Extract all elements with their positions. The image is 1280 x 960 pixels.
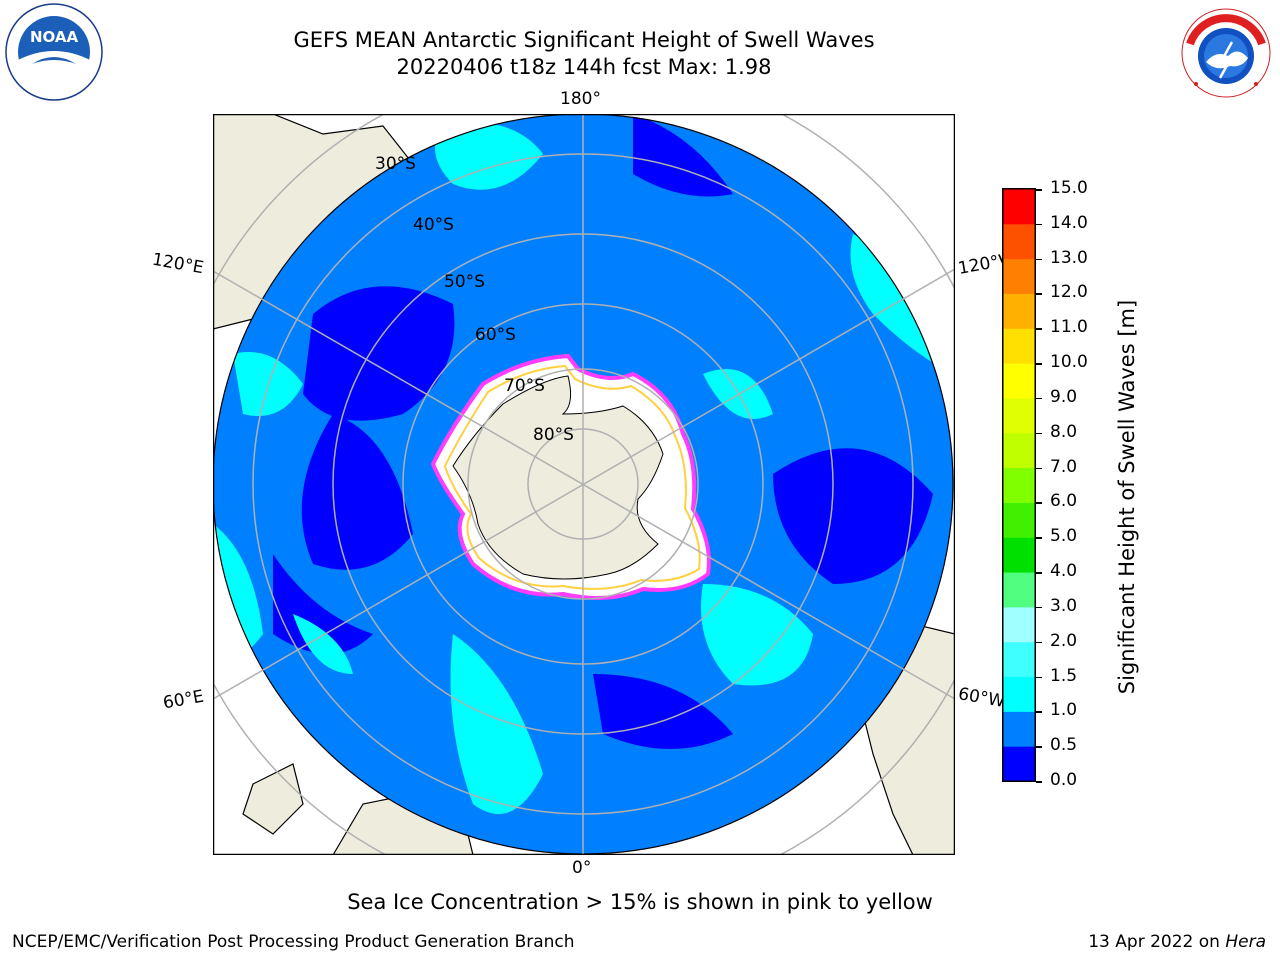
colorbar-tick-label: 11.0	[1050, 317, 1088, 338]
colorbar-segment	[1003, 572, 1035, 608]
lon-label-120e: 120°E	[150, 249, 206, 279]
lat-label-80s: 80°S	[533, 425, 574, 445]
colorbar-tick	[1036, 293, 1042, 295]
colorbar-tick-label: 10.0	[1050, 352, 1088, 373]
colorbar-tick	[1036, 606, 1042, 609]
colorbar-tick-label: 13.0	[1050, 247, 1088, 268]
colorbar-tick-label: 0.5	[1050, 735, 1078, 756]
colorbar-segment	[1003, 293, 1035, 329]
colorbar-tick	[1036, 363, 1042, 365]
colorbar-tick-label: 6.0	[1050, 491, 1078, 512]
colorbar-tick	[1036, 502, 1042, 504]
svg-text:NOAA: NOAA	[30, 28, 79, 46]
colorbar-tick	[1036, 223, 1042, 226]
colorbar-segment	[1003, 258, 1035, 294]
colorbar-tick-label: 5.0	[1050, 526, 1078, 547]
footer-date: 13 Apr 2022 on Hera	[1088, 932, 1266, 952]
footer-host: Hera	[1225, 932, 1266, 952]
colorbar-tick	[1036, 189, 1042, 191]
lat-labels: 30°S 40°S 50°S 60°S 70°S 80°S	[375, 154, 574, 445]
colorbar-segment	[1003, 363, 1035, 399]
footer-date-text: 13 Apr 2022 on	[1088, 932, 1226, 952]
colorbar-segment	[1003, 467, 1035, 503]
colorbar-tick	[1036, 746, 1042, 748]
colorbar-segment	[1003, 676, 1035, 712]
colorbar-tick	[1036, 467, 1042, 470]
colorbar-tick	[1036, 572, 1042, 574]
colorbar-tick-label: 7.0	[1050, 456, 1078, 477]
colorbar-tick-label: 9.0	[1050, 386, 1078, 407]
colorbar-tick-label: 12.0	[1050, 282, 1088, 303]
colorbar-segment	[1003, 641, 1035, 678]
colorbar-segment	[1003, 537, 1035, 573]
colorbar-tick-label: 1.0	[1050, 700, 1078, 721]
colorbar-tick	[1036, 676, 1042, 679]
lat-label-30s: 30°S	[375, 154, 416, 174]
colorbar-tick	[1036, 781, 1042, 783]
colorbar-tick	[1036, 711, 1042, 713]
colorbar-tick-label: 3.0	[1050, 595, 1078, 616]
colorbar-title: Significant Height of Swell Waves [m]	[1115, 299, 1139, 695]
colorbar-tick-label: 8.0	[1050, 421, 1078, 442]
colorbar-segment	[1003, 711, 1035, 747]
colorbar-tick-label: 0.0	[1050, 770, 1078, 790]
lat-label-60s: 60°S	[475, 325, 516, 345]
colorbar-tick	[1036, 397, 1042, 400]
colorbar-segment	[1003, 223, 1035, 260]
colorbar-tick	[1036, 328, 1042, 330]
colorbar-tick-label: 2.0	[1050, 630, 1078, 651]
sea-ice-note: Sea Ice Concentration > 15% is shown in …	[347, 890, 933, 914]
colorbar	[1002, 188, 1036, 782]
chart-title: GEFS MEAN Antarctic Significant Height o…	[293, 28, 875, 52]
graticule	[213, 114, 955, 855]
lon-label-60w: 60°W	[956, 684, 1007, 712]
lon-label-60e: 60°E	[161, 686, 206, 714]
colorbar-tick	[1036, 537, 1042, 539]
lat-label-50s: 50°S	[444, 272, 485, 292]
lat-label-70s: 70°S	[504, 376, 545, 396]
colorbar-tick	[1036, 641, 1042, 644]
swell-0-0.5	[273, 114, 933, 749]
colorbar-segment	[1003, 328, 1035, 364]
footer-credit: NCEP/EMC/Verification Post Processing Pr…	[12, 932, 575, 952]
chart-subtitle: 20220406 t18z 144h fcst Max: 1.98	[396, 55, 772, 79]
colorbar-tick-label: 1.5	[1050, 665, 1078, 686]
colorbar-tick-label: 15.0	[1050, 178, 1088, 198]
colorbar-segment	[1003, 606, 1035, 643]
colorbar-tick	[1036, 432, 1042, 435]
lon-label-180: 180°	[560, 89, 601, 109]
noaa-logo: NOAA	[5, 3, 103, 101]
lat-label-40s: 40°S	[413, 215, 454, 235]
lon-label-0: 0°	[572, 858, 592, 878]
colorbar-segment	[1003, 432, 1035, 469]
colorbar-segment	[1003, 502, 1035, 538]
polar-map: 30°S 40°S 50°S 60°S 70°S 80°S	[213, 114, 955, 855]
nws-logo	[1181, 8, 1271, 98]
colorbar-tick-label: 14.0	[1050, 212, 1088, 233]
colorbar-tick	[1036, 258, 1042, 261]
colorbar-tick-label: 4.0	[1050, 561, 1078, 582]
colorbar-segment	[1003, 189, 1035, 225]
colorbar-segment	[1003, 397, 1035, 434]
colorbar-segment	[1003, 746, 1035, 782]
